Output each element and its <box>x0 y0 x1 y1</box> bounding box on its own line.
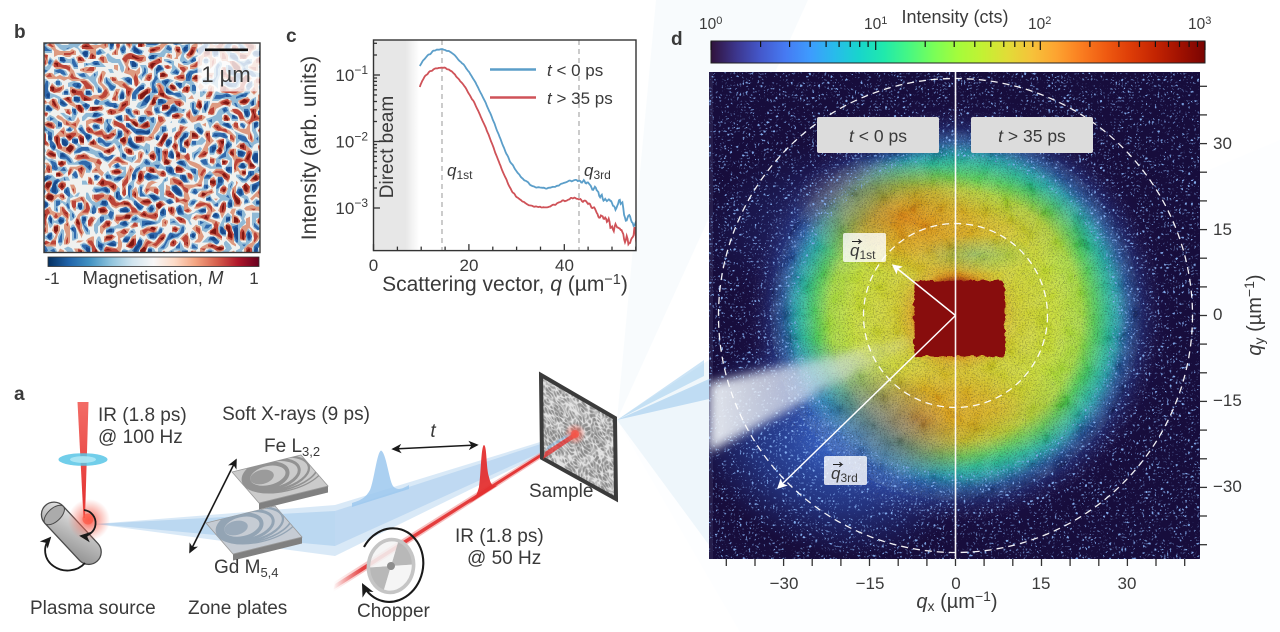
svg-text:20: 20 <box>460 256 479 275</box>
svg-text:−30: −30 <box>770 574 799 593</box>
svg-text:102: 102 <box>1028 15 1051 33</box>
svg-text:Direct beam: Direct beam <box>377 96 398 198</box>
svg-text:q3rd: q3rd <box>831 464 858 485</box>
svg-text:101: 101 <box>864 15 887 33</box>
svg-text:c: c <box>286 26 297 47</box>
svg-text:10−1: 10−1 <box>335 63 368 85</box>
svg-text:-1: -1 <box>44 269 59 288</box>
svg-text:t > 35 ps: t > 35 ps <box>547 89 613 108</box>
svg-text:0: 0 <box>951 574 960 593</box>
svg-text:Chopper: Chopper <box>357 601 431 622</box>
svg-text:q1st: q1st <box>850 241 876 262</box>
svg-text:IR (1.8 ps): IR (1.8 ps) <box>98 405 187 426</box>
svg-text:1: 1 <box>249 269 258 288</box>
svg-text:−15: −15 <box>856 574 885 593</box>
svg-text:Intensity (arb. units): Intensity (arb. units) <box>298 56 321 240</box>
svg-text:q3rd: q3rd <box>584 161 611 182</box>
svg-text:Sample: Sample <box>529 481 593 502</box>
svg-text:Intensity (cts): Intensity (cts) <box>901 7 1008 27</box>
svg-text:15: 15 <box>1032 574 1051 593</box>
svg-text:qy (µm−1): qy (µm−1) <box>1241 274 1267 355</box>
svg-text:30: 30 <box>1118 574 1137 593</box>
svg-text:t > 35 ps: t > 35 ps <box>998 126 1066 146</box>
svg-text:0: 0 <box>1213 305 1222 324</box>
svg-text:−30: −30 <box>1213 477 1242 496</box>
svg-text:b: b <box>14 22 26 43</box>
svg-text:qx (µm−1): qx (µm−1) <box>916 588 997 614</box>
svg-text:t < 0 ps: t < 0 ps <box>849 126 907 146</box>
svg-text:−15: −15 <box>1213 391 1242 410</box>
svg-text:Soft X-rays (9 ps): Soft X-rays (9 ps) <box>222 404 370 425</box>
svg-text:t: t <box>430 421 436 442</box>
svg-text:Gd M5,4: Gd M5,4 <box>214 557 279 580</box>
svg-text:d: d <box>671 29 683 50</box>
svg-text:10−3: 10−3 <box>335 196 368 218</box>
svg-text:Fe L3,2: Fe L3,2 <box>264 436 320 459</box>
svg-text:Magnetisation, M: Magnetisation, M <box>83 267 224 288</box>
svg-text:0: 0 <box>369 256 378 275</box>
svg-text:103: 103 <box>1188 15 1211 33</box>
svg-text:Scattering vector, q (µm−1): Scattering vector, q (µm−1) <box>382 272 628 296</box>
svg-text:15: 15 <box>1213 220 1232 239</box>
svg-text:@ 100 Hz: @ 100 Hz <box>98 427 183 448</box>
svg-text:Zone plates: Zone plates <box>188 598 287 619</box>
svg-text:q1st: q1st <box>447 161 473 182</box>
svg-text:@ 50 Hz: @ 50 Hz <box>467 548 541 569</box>
svg-text:t < 0 ps: t < 0 ps <box>547 61 603 80</box>
svg-text:30: 30 <box>1213 134 1232 153</box>
svg-text:40: 40 <box>555 256 574 275</box>
svg-text:10−2: 10−2 <box>335 130 368 152</box>
svg-text:IR (1.8 ps): IR (1.8 ps) <box>455 526 544 547</box>
svg-text:1 µm: 1 µm <box>201 62 250 87</box>
svg-text:a: a <box>14 384 25 405</box>
svg-text:Plasma source: Plasma source <box>30 598 156 619</box>
